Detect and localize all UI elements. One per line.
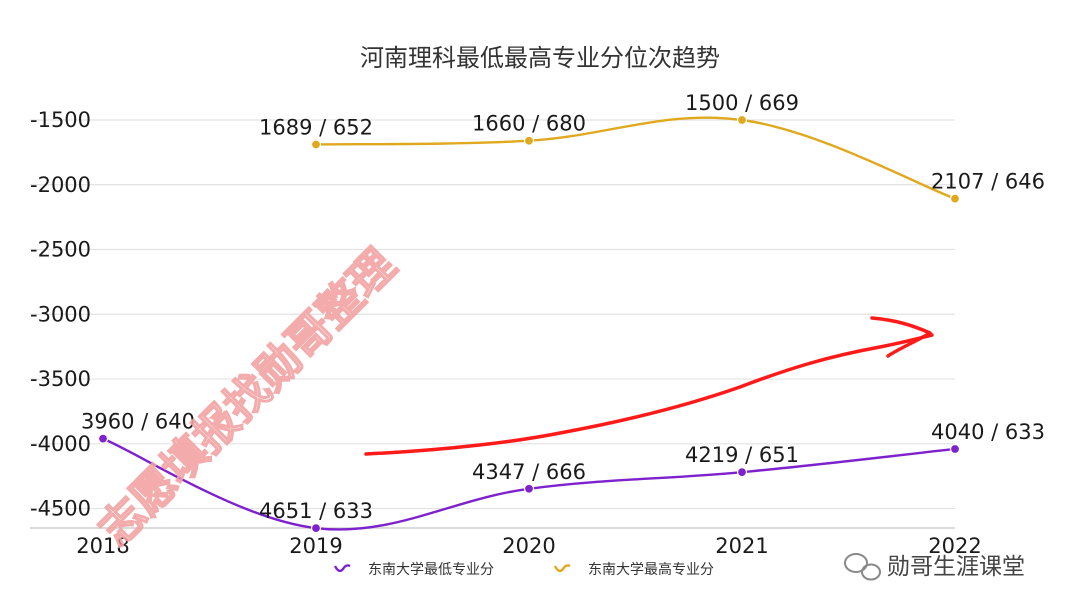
data-label: 2107 / 646 — [931, 170, 1045, 194]
data-labels: 3960 / 640 4651 / 633 4347 / 666 4219 / 651… — [81, 91, 1045, 523]
data-label: 4347 / 666 — [472, 460, 586, 484]
data-point — [523, 483, 535, 494]
data-point — [310, 139, 322, 150]
legend-item-min[interactable]: 东南大学最低专业分 — [333, 562, 494, 578]
x-tick-label: 2021 — [715, 534, 768, 558]
data-label: 1660 / 680 — [472, 112, 586, 136]
data-point — [949, 443, 961, 455]
data-point — [736, 114, 748, 126]
x-axis: 2018 2019 2020 2021 2022 — [30, 527, 982, 558]
y-tick-label: -3000 — [30, 302, 91, 326]
legend-label: 东南大学最低专业分 — [368, 562, 494, 578]
data-point — [523, 135, 535, 146]
data-point — [736, 467, 748, 478]
series-layer — [97, 114, 961, 534]
legend-swatch — [553, 564, 571, 573]
arrow-head — [870, 316, 932, 358]
arrow-shaft — [364, 333, 934, 456]
y-tick-label: -4500 — [30, 497, 91, 521]
legend-label: 东南大学最高专业分 — [588, 561, 714, 578]
x-tick-label: 2018 — [76, 534, 129, 558]
y-tick-label: -2000 — [30, 173, 91, 197]
wechat-icon — [844, 553, 881, 581]
data-label: 1689 / 652 — [259, 115, 373, 139]
y-tick-label: -4000 — [30, 432, 91, 456]
x-tick-label: 2019 — [289, 534, 342, 558]
brand-name: 勋哥生涯课堂 — [887, 554, 1025, 580]
data-point — [97, 433, 109, 444]
brand: 勋哥生涯课堂 — [844, 553, 1025, 581]
x-tick-label: 2022 — [928, 534, 981, 558]
hand-drawn-arrow — [364, 316, 934, 456]
legend[interactable]: 东南大学最低专业分 东南大学最高专业分 — [333, 561, 714, 578]
series-line-max — [315, 116, 956, 200]
legend-item-max[interactable]: 东南大学最高专业分 — [553, 561, 714, 578]
y-tick-label: -2500 — [30, 238, 91, 262]
data-label: 4040 / 633 — [931, 420, 1045, 444]
y-axis: -1500 -2000 -2500 -3000 -3500 -4000 -4500 — [30, 108, 91, 521]
x-tick-label: 2020 — [502, 534, 555, 558]
chart-title: 河南理科最低最高专业分位次趋势 — [360, 44, 720, 72]
data-label: 4219 / 651 — [685, 443, 799, 467]
y-tick-label: -1500 — [30, 108, 91, 132]
data-point — [949, 193, 961, 204]
legend-swatch — [333, 564, 351, 573]
data-label: 4651 / 633 — [259, 499, 373, 523]
y-tick-label: -3500 — [30, 367, 91, 391]
data-label: 3960 / 640 — [81, 410, 195, 434]
data-point — [310, 523, 322, 534]
data-label: 1500 / 669 — [685, 91, 799, 115]
